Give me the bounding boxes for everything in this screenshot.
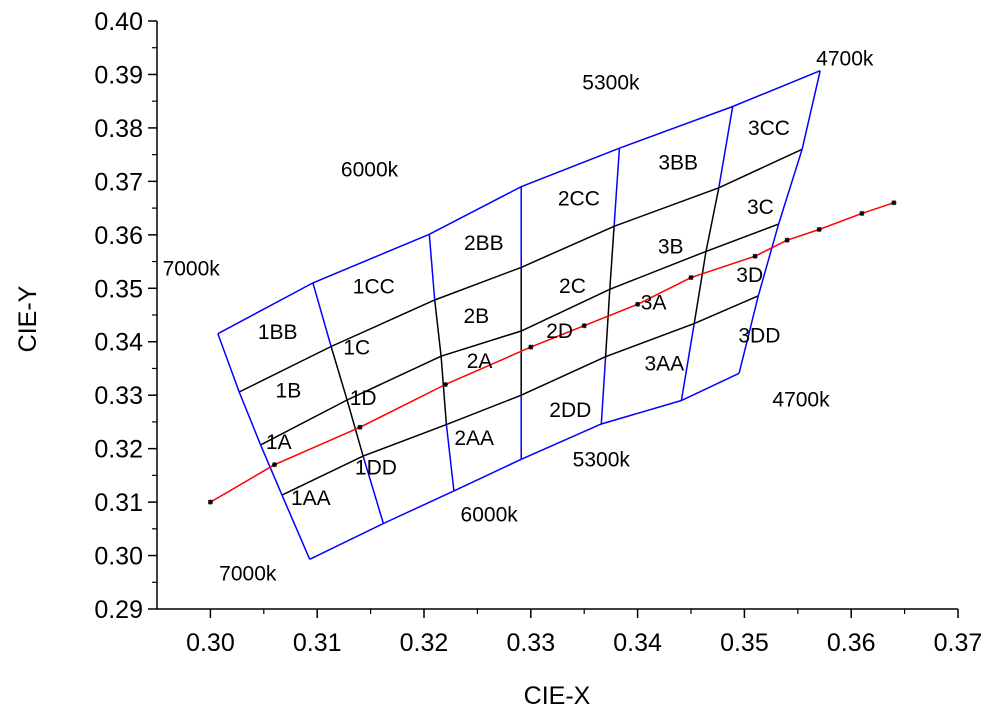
locus-point-marker [816,226,822,232]
bin-region-label: 2C [559,275,586,298]
cct-label: 7000k [219,563,277,586]
bin-region-label: 2D [546,320,573,343]
y-tick-label: 0.29 [94,596,143,624]
bin-region-label: 1A [266,431,292,454]
cct-label: 6000k [461,503,519,526]
cct-label: 5300k [582,71,640,94]
bin-region-label: 1CC [353,276,395,299]
axes: 0.30 0.31 0.32 0.33 0.34 0.35 0.36 0.37 0.29 0.30… [94,8,982,657]
locus-point-marker [357,424,363,430]
locus-point-marker [688,275,694,281]
cct-label: 5300k [573,448,631,471]
bin-region-label: 3AA [644,353,684,376]
x-axis-title: CIE-X [524,682,591,710]
locus-line [210,201,895,503]
bin-region-label: 1BB [258,321,298,344]
bin-region-label: 2CC [558,187,600,210]
bin-region-label: 2BB [464,232,504,255]
duv-line [260,223,779,446]
locus-point-marker [859,210,865,216]
x-tick-label: 0.36 [827,629,876,657]
y-tick-label: 0.30 [94,543,143,571]
cct-line-end-segment [445,424,455,491]
x-tick-label: 0.33 [506,629,555,657]
y-tick-label: 0.37 [94,168,143,196]
bin-region-label: 3B [658,236,684,259]
bin-region-label: 3CC [748,117,790,140]
y-tick-label: 0.31 [94,489,143,517]
cct-line-end-segment [428,234,436,301]
cct-label: 4700k [816,47,874,70]
cct-line-end-segment [362,455,385,524]
x-tick-label: 0.31 [293,629,342,657]
locus-point-marker [528,344,534,350]
y-tick-label: 0.38 [94,115,143,143]
y-tick-label: 0.40 [94,8,143,36]
bin-region-label: 3C [747,196,774,219]
bin-region-label: 1B [276,379,302,402]
locus-point-marker [271,462,277,468]
bin-region-label: 3A [641,292,667,315]
cct-label: 4700k [772,388,830,411]
bin-region-label: 2A [467,350,493,373]
cct-line-inner [330,346,364,457]
bin-region-label: 1DD [355,456,397,479]
bin-region-label: 1AA [291,487,331,510]
bin-region-label: 3D [736,264,763,287]
bin-region-label: 3DD [738,324,780,347]
locus-point-marker [207,499,213,505]
cct-label: 6000k [341,159,399,182]
y-tick-label: 0.33 [94,382,143,410]
outline-top-edge [217,70,821,335]
y-tick-label: 0.36 [94,222,143,250]
planckian-locus [207,200,897,505]
x-tick-label: 0.37 [934,629,983,657]
cct-label: 7000k [163,257,221,280]
y-tick-label: 0.34 [94,329,143,357]
locus-point-marker [581,323,587,329]
cct-line-inner [604,226,615,357]
bin-region-label: 1D [350,387,377,410]
y-tick-label: 0.35 [94,275,143,303]
annotations: 1BB 1CC 2BB 2CC 3BB 3CC 1C 2B 2C 3B 3C 1B 1D 2A 2D 3A 3D… [163,47,874,585]
x-tick-label: 0.34 [613,629,662,657]
y-tick-label: 0.32 [94,436,143,464]
y-axis-title: CIE-Y [14,285,42,352]
bin-outline [217,70,821,560]
locus-point-marker [891,200,897,206]
cct-line-end-segment [718,106,734,188]
bin-region-label: 2B [463,305,489,328]
cct-line-end-segment [312,282,332,347]
cct-line-inner [693,187,720,324]
x-tick-label: 0.32 [400,629,449,657]
bin-region-label: 3BB [658,152,698,175]
x-tick-label: 0.35 [720,629,769,657]
cct-line-end-segment [600,356,607,425]
y-tick-label: 0.39 [94,61,143,89]
cct-line-end-segment [613,148,621,227]
bin-region-label: 1C [343,337,370,360]
locus-point-marker [635,301,641,307]
outline-left-edge [217,333,311,560]
bin-region-label: 2DD [549,399,591,422]
bin-region-label: 2AA [454,427,494,450]
locus-point-marker [442,381,448,387]
outline-right-edge [738,70,821,374]
locus-point-marker [784,237,790,243]
x-tick-label: 0.30 [186,629,235,657]
cct-line-end-segment [680,323,695,401]
locus-point-marker [752,253,758,259]
cct-line-inner [433,299,448,425]
